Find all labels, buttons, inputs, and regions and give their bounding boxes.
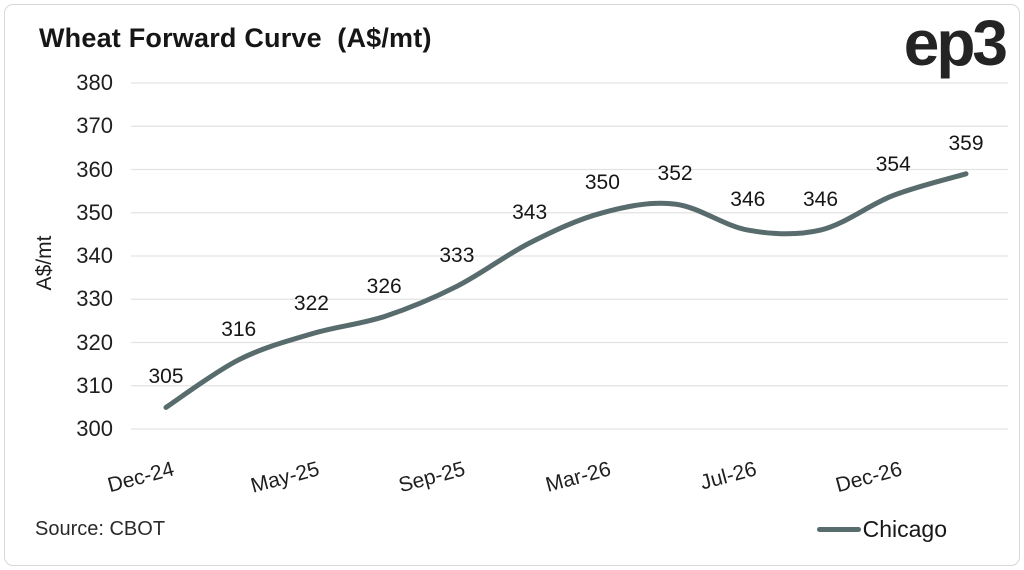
y-tick-label: 300 (76, 416, 113, 441)
legend-series-label: Chicago (862, 516, 947, 542)
data-point-label: 346 (730, 188, 766, 212)
y-tick-label: 340 (76, 243, 113, 268)
data-point-label: 316 (221, 317, 257, 341)
series-line-chicago (163, 171, 969, 410)
data-point-label: 352 (657, 162, 693, 186)
data-point-label: 350 (584, 170, 620, 194)
y-tick-label: 330 (76, 286, 113, 312)
chart-card: Wheat Forward Curve (A$/mt) ep3 A$/mt 30… (4, 4, 1020, 566)
y-tick-label: 350 (76, 199, 113, 225)
y-tick-label: 360 (76, 156, 113, 182)
y-tick-label: 320 (76, 329, 113, 355)
data-point-label: 346 (803, 188, 839, 212)
y-tick-label: 310 (76, 372, 113, 398)
chart-title: Wheat Forward Curve (A$/mt) (39, 23, 432, 53)
data-point-label: 322 (293, 291, 329, 315)
data-point-label: 305 (148, 365, 184, 389)
y-tick-label: 370 (76, 113, 113, 139)
data-point-label: 354 (875, 153, 911, 177)
data-point-label: 333 (439, 244, 475, 268)
y-tick-label: 380 (76, 70, 113, 95)
legend-line-swatch (816, 527, 861, 532)
ep3-logo: ep3 (903, 7, 1008, 79)
data-point-label: 343 (512, 201, 548, 225)
data-point-label: 359 (948, 131, 984, 155)
data-point-label: 326 (366, 274, 402, 298)
legend: Chicago (816, 516, 947, 543)
line-chart-plot (131, 82, 1008, 430)
source-text: Source: CBOT (35, 518, 166, 540)
